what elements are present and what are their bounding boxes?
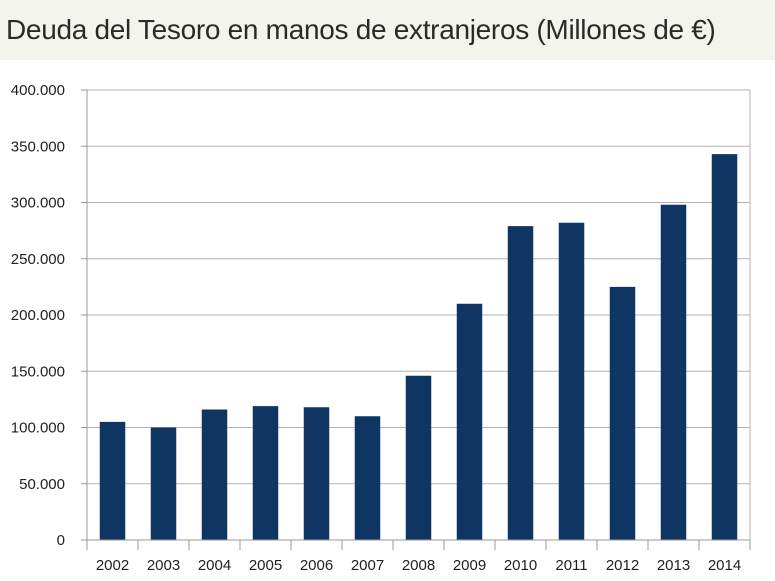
chart-title: Deuda del Tesoro en manos de extranjeros… bbox=[6, 14, 716, 45]
y-tick-label: 200.000 bbox=[11, 307, 65, 324]
x-tick-label: 2006 bbox=[300, 557, 333, 574]
x-tick-label: 2012 bbox=[606, 557, 639, 574]
bar-2002 bbox=[99, 421, 126, 540]
y-tick-label: 300.000 bbox=[11, 195, 65, 212]
bar-2010 bbox=[507, 226, 534, 540]
x-tick-label: 2014 bbox=[708, 557, 741, 574]
x-tick-label: 2005 bbox=[249, 557, 282, 574]
bar-2005 bbox=[252, 406, 279, 540]
y-tick-label: 150.000 bbox=[11, 363, 65, 380]
x-tick-label: 2004 bbox=[198, 557, 231, 574]
bar-2003 bbox=[150, 427, 177, 540]
bar-2009 bbox=[456, 303, 483, 540]
bars bbox=[99, 154, 738, 540]
bar-2011 bbox=[558, 222, 585, 540]
bar-2004 bbox=[201, 409, 228, 540]
bar-2006 bbox=[303, 407, 330, 540]
x-tick-label: 2010 bbox=[504, 557, 537, 574]
bar-2008 bbox=[405, 375, 432, 540]
axes bbox=[81, 89, 751, 550]
y-tick-label: 50.000 bbox=[19, 476, 65, 493]
y-tick-label: 0 bbox=[57, 532, 65, 549]
x-tick-label: 2009 bbox=[453, 557, 486, 574]
y-tick-label: 100.000 bbox=[11, 420, 65, 437]
x-tick-label: 2011 bbox=[555, 557, 587, 574]
x-axis-tick-labels: 2002 2003 2004 2005 2006 2007 2008 2009 2010 2011… bbox=[96, 557, 741, 574]
x-tick-label: 2003 bbox=[147, 557, 180, 574]
x-tick-label: 2002 bbox=[96, 557, 129, 574]
bar-2007 bbox=[354, 416, 381, 540]
bar-2014 bbox=[711, 154, 738, 540]
y-axis-tick-labels: 0 50.000 100.000 150.000 200.000 250.000 300.0… bbox=[11, 82, 65, 549]
y-tick-label: 400.000 bbox=[11, 82, 65, 99]
title-band bbox=[0, 0, 775, 60]
bar-2012 bbox=[609, 286, 636, 540]
bar-2013 bbox=[660, 204, 687, 540]
x-tick-label: 2013 bbox=[657, 557, 690, 574]
x-tick-label: 2007 bbox=[351, 557, 384, 574]
y-tick-label: 250.000 bbox=[11, 251, 65, 268]
x-tick-label: 2008 bbox=[402, 557, 435, 574]
y-tick-label: 350.000 bbox=[11, 138, 65, 155]
